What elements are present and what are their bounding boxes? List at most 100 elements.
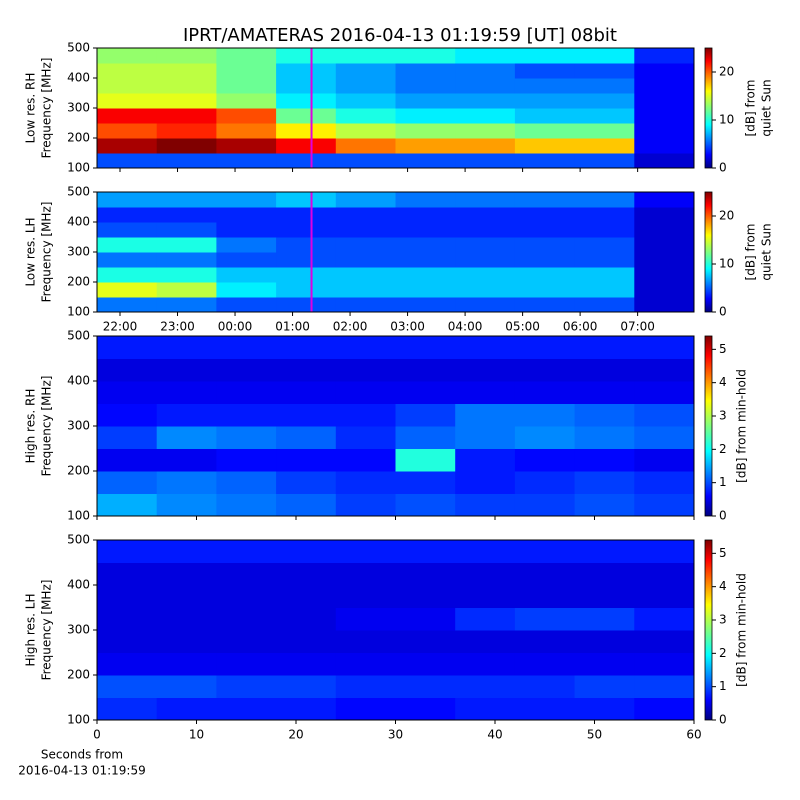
heat-cell (216, 697, 277, 721)
heat-cell (156, 78, 217, 94)
heat-cell (276, 252, 337, 268)
heat-cell (335, 237, 396, 253)
heat-cell (156, 222, 217, 238)
heat-cell (276, 471, 337, 494)
heat-cell (634, 282, 695, 298)
x-tick-label: 02:00 (333, 320, 368, 334)
heat-cell (276, 697, 337, 721)
colorbar-tick-label: 2 (719, 442, 727, 456)
colorbar-tick-label: 0 (719, 509, 727, 523)
heat-cell (97, 63, 158, 79)
heat-cell (514, 471, 576, 494)
heat-cell (335, 675, 396, 698)
y-tick-label: 100 (67, 713, 90, 727)
heat-cell (276, 282, 337, 298)
heat-cell (335, 282, 396, 298)
heat-cell (216, 108, 277, 124)
heat-cell (335, 63, 396, 79)
colorbar-tick-label: 10 (719, 257, 734, 271)
heat-cell (514, 108, 576, 124)
heat-cell (455, 237, 516, 253)
x-axis-label: Seconds from (41, 748, 123, 762)
heat-cell (634, 652, 695, 676)
x-tick-label: 06:00 (563, 320, 598, 334)
heat-cell (395, 540, 456, 563)
heat-cell (634, 138, 695, 154)
y-axis-label: Frequency [MHz] (40, 58, 54, 159)
heat-cell (276, 222, 337, 238)
heat-cell (97, 540, 158, 563)
colorbar-tick-label: 1 (719, 679, 727, 693)
heat-cell (634, 93, 695, 109)
y-axis-label: Low res. LH (24, 217, 38, 286)
colorbar-tick-label: 5 (719, 342, 727, 356)
heat-cell (634, 63, 695, 79)
heat-cell (335, 630, 396, 653)
heat-cell (276, 493, 337, 517)
y-axis-label: High res. RH (24, 389, 38, 464)
heat-cell (455, 471, 516, 494)
heat-cell (156, 403, 217, 427)
heat-cell (395, 358, 456, 382)
heat-cell (97, 138, 158, 154)
heat-cell (634, 381, 695, 404)
heat-cell (216, 607, 277, 631)
colorbar-tick-label: 20 (719, 209, 734, 223)
heat-cell (514, 93, 576, 109)
heat-cell (395, 252, 456, 268)
heat-cell (514, 675, 576, 698)
heat-cell (395, 403, 456, 427)
heat-cell (156, 192, 217, 208)
heat-cell (97, 493, 158, 517)
heat-cell (216, 540, 277, 563)
heat-cell (514, 336, 576, 359)
heat-cell (156, 123, 217, 139)
colorbar (704, 335, 713, 517)
heat-cell (97, 108, 158, 124)
heat-cell (455, 252, 516, 268)
heat-cell (455, 207, 516, 223)
heat-cell (634, 153, 695, 169)
y-axis-label: Frequency [MHz] (40, 580, 54, 681)
heat-cell (455, 448, 516, 472)
heat-cell (634, 540, 695, 563)
x-tick-label: 07:00 (620, 320, 655, 334)
y-tick-label: 500 (67, 185, 90, 199)
x-tick-label: 20 (288, 728, 303, 742)
heat-cell (335, 381, 396, 404)
heat-cell (574, 63, 635, 79)
heat-cell (574, 607, 635, 631)
heat-cell (455, 358, 516, 382)
heat-cell (514, 192, 576, 208)
heat-cell (395, 585, 456, 608)
heat-cell (335, 207, 396, 223)
heat-cell (574, 123, 635, 139)
heat-cell (514, 297, 576, 313)
heat-cell (276, 630, 337, 653)
heat-cell (335, 562, 396, 586)
heat-cell (455, 48, 516, 64)
y-tick-label: 200 (67, 275, 90, 289)
colorbar-tick-label: 20 (719, 65, 734, 79)
heat-cell (97, 381, 158, 404)
heat-cell (634, 471, 695, 494)
colorbar-tick-label: 3 (719, 613, 727, 627)
x-tick-label: 00:00 (218, 320, 253, 334)
colorbar-tick-label: 1 (719, 475, 727, 489)
heat-cell (395, 336, 456, 359)
y-tick-label: 500 (67, 41, 90, 55)
heat-cell (634, 237, 695, 253)
heat-cell (514, 448, 576, 472)
heat-cell (395, 108, 456, 124)
heat-cell (395, 426, 456, 449)
heat-cell (335, 426, 396, 449)
heat-cell (455, 403, 516, 427)
heat-cell (455, 493, 516, 517)
heat-cell (514, 403, 576, 427)
heat-cell (455, 222, 516, 238)
heat-cell (156, 471, 217, 494)
colorbar-label: [dB] from (744, 224, 758, 281)
y-tick-label: 300 (67, 101, 90, 115)
heat-cell (634, 267, 695, 283)
